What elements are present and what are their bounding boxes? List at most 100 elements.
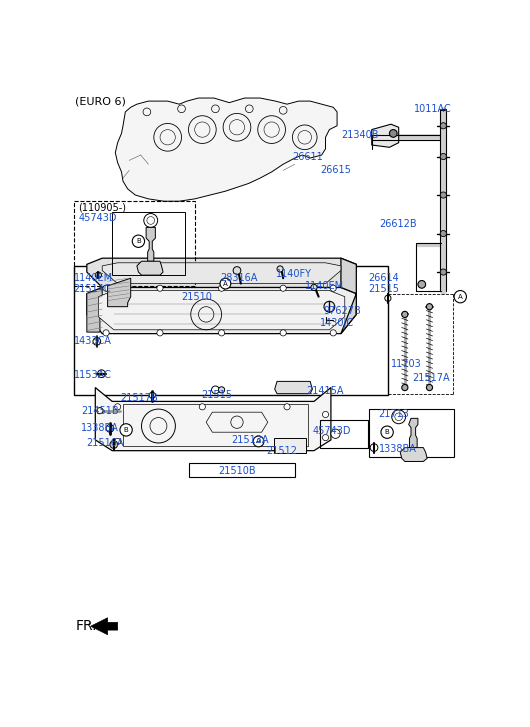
Circle shape <box>120 424 132 436</box>
Circle shape <box>106 425 114 432</box>
Circle shape <box>427 385 432 390</box>
Circle shape <box>149 392 155 398</box>
Text: (110905-): (110905-) <box>78 202 126 212</box>
Circle shape <box>322 435 329 441</box>
Circle shape <box>114 438 121 444</box>
Bar <box>369 409 454 457</box>
Text: 1011AC: 1011AC <box>414 104 452 114</box>
Circle shape <box>418 281 426 288</box>
Polygon shape <box>409 418 418 448</box>
Text: 21510: 21510 <box>182 292 213 302</box>
Text: 21512: 21512 <box>266 446 297 456</box>
Text: 26611: 26611 <box>293 151 323 161</box>
Text: 21515: 21515 <box>201 390 233 401</box>
Text: 21517A: 21517A <box>412 373 450 383</box>
Circle shape <box>114 403 121 410</box>
Circle shape <box>440 269 446 275</box>
Circle shape <box>98 370 105 377</box>
Circle shape <box>440 192 446 198</box>
Circle shape <box>93 337 101 345</box>
Text: FR.: FR. <box>75 619 97 633</box>
Circle shape <box>330 330 337 336</box>
Text: A: A <box>256 438 261 444</box>
Polygon shape <box>146 228 155 261</box>
Polygon shape <box>99 291 345 330</box>
Text: (EURO 6): (EURO 6) <box>75 96 126 106</box>
Text: B: B <box>123 427 128 433</box>
Text: B: B <box>385 429 390 435</box>
Circle shape <box>402 385 408 390</box>
Text: 21515: 21515 <box>368 284 399 294</box>
Circle shape <box>322 411 329 417</box>
Text: A: A <box>223 281 228 286</box>
Circle shape <box>277 266 283 272</box>
Circle shape <box>390 129 397 137</box>
Text: B: B <box>136 238 141 244</box>
Text: 21513A: 21513A <box>231 435 268 445</box>
Polygon shape <box>102 262 341 284</box>
Circle shape <box>440 153 446 160</box>
Bar <box>274 438 306 453</box>
Bar <box>123 404 308 446</box>
Polygon shape <box>400 448 427 462</box>
Circle shape <box>253 436 264 447</box>
Text: 21516A: 21516A <box>86 438 123 448</box>
Bar <box>74 201 196 286</box>
Text: 1338BA: 1338BA <box>82 422 119 433</box>
Text: 1140EM: 1140EM <box>74 273 113 284</box>
Polygon shape <box>87 287 356 334</box>
Circle shape <box>95 272 101 278</box>
Circle shape <box>402 311 408 318</box>
Text: 45743D: 45743D <box>312 426 351 435</box>
Text: A: A <box>458 294 463 300</box>
Text: 26615: 26615 <box>320 166 351 175</box>
Circle shape <box>427 304 432 310</box>
Text: 21514C: 21514C <box>74 284 111 294</box>
Circle shape <box>218 330 225 336</box>
Text: 1140EM: 1140EM <box>305 281 344 291</box>
Text: 97627B: 97627B <box>323 305 361 316</box>
Circle shape <box>211 386 219 394</box>
Polygon shape <box>116 98 337 201</box>
Circle shape <box>440 123 446 129</box>
Circle shape <box>284 403 290 410</box>
Circle shape <box>110 441 118 449</box>
Circle shape <box>280 285 286 292</box>
Polygon shape <box>137 261 163 275</box>
Circle shape <box>220 278 231 289</box>
Polygon shape <box>95 387 331 451</box>
Polygon shape <box>91 618 118 635</box>
Circle shape <box>157 330 163 336</box>
Text: 21340B: 21340B <box>341 130 378 140</box>
Polygon shape <box>87 258 356 287</box>
Text: 26612B: 26612B <box>379 220 417 229</box>
Text: 21451B: 21451B <box>82 406 119 416</box>
Polygon shape <box>87 287 102 332</box>
Text: 26614: 26614 <box>368 273 399 284</box>
Circle shape <box>385 295 391 301</box>
Polygon shape <box>341 258 356 334</box>
Bar <box>112 212 186 275</box>
Text: 1153AC: 1153AC <box>74 370 112 380</box>
Circle shape <box>330 285 337 292</box>
Circle shape <box>103 285 109 292</box>
Circle shape <box>331 429 340 438</box>
Circle shape <box>218 285 225 292</box>
Circle shape <box>440 230 446 236</box>
Bar <box>74 266 388 395</box>
Circle shape <box>132 235 145 247</box>
Polygon shape <box>108 278 131 307</box>
Circle shape <box>324 301 335 312</box>
Bar <box>189 463 296 477</box>
Circle shape <box>454 291 466 303</box>
Text: 21517B: 21517B <box>120 393 158 403</box>
Text: 21415A: 21415A <box>306 385 344 395</box>
Circle shape <box>103 330 109 336</box>
Text: 1430JC: 1430JC <box>320 318 354 328</box>
Polygon shape <box>372 124 399 148</box>
Circle shape <box>157 285 163 292</box>
Circle shape <box>381 426 393 438</box>
Text: 1433CA: 1433CA <box>74 337 112 346</box>
Circle shape <box>218 387 225 393</box>
Circle shape <box>199 403 206 410</box>
